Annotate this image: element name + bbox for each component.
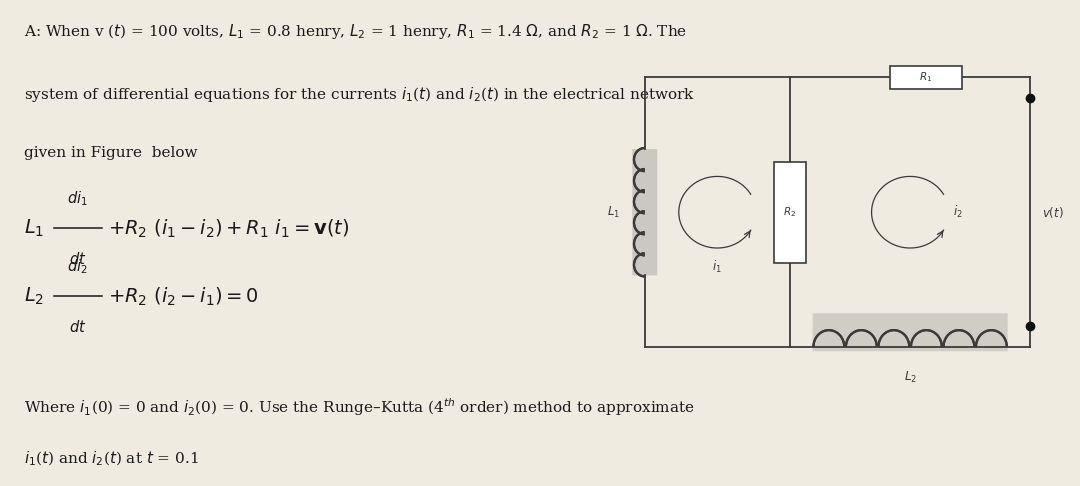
Text: $dt$: $dt$: [69, 251, 86, 266]
Text: $di_2$: $di_2$: [67, 257, 89, 276]
Text: $dt$: $dt$: [69, 319, 86, 334]
Text: $v(t)$: $v(t)$: [1042, 205, 1064, 220]
Text: $+ R_2\ (i_2 - i_1) = 0$: $+ R_2\ (i_2 - i_1) = 0$: [108, 285, 259, 308]
Text: system of differential equations for the currents $i_1$($t$) and $i_2$($t$) in t: system of differential equations for the…: [24, 85, 696, 104]
Text: $L_1$: $L_1$: [24, 218, 44, 239]
Text: $L_2$: $L_2$: [24, 286, 44, 307]
Bar: [890, 66, 962, 89]
Text: $+ R_2\ (i_1 - i_2) + R_1\ i_1 = \mathbf{v}(t)$: $+ R_2\ (i_1 - i_2) + R_1\ i_1 = \mathbf…: [108, 217, 350, 240]
FancyBboxPatch shape: [812, 313, 1008, 351]
Text: $R_1$: $R_1$: [919, 70, 933, 85]
Text: $di_1$: $di_1$: [67, 189, 89, 208]
Text: given in Figure  below: given in Figure below: [24, 146, 198, 160]
Bar: [774, 162, 806, 263]
Text: Where $i_1$(0) = 0 and $i_2$(0) = 0. Use the Runge–Kutta (4$^{th}$ order) method: Where $i_1$(0) = 0 and $i_2$(0) = 0. Use…: [24, 396, 694, 418]
Text: $L_2$: $L_2$: [904, 370, 917, 385]
Text: $L_1$: $L_1$: [607, 205, 620, 220]
Text: $i_1$: $i_1$: [713, 259, 723, 275]
Text: A: When v ($t$) = 100 volts, $L_1$ = 0.8 henry, $L_2$ = 1 henry, $R_1$ = 1.4 $\O: A: When v ($t$) = 100 volts, $L_1$ = 0.8…: [24, 22, 687, 41]
Text: $R_2$: $R_2$: [783, 205, 796, 219]
Text: $i_1$($t$) and $i_2$($t$) at $t$ = 0.1: $i_1$($t$) and $i_2$($t$) at $t$ = 0.1: [24, 450, 199, 468]
Text: $i_2$: $i_2$: [954, 204, 963, 220]
FancyBboxPatch shape: [632, 149, 658, 276]
